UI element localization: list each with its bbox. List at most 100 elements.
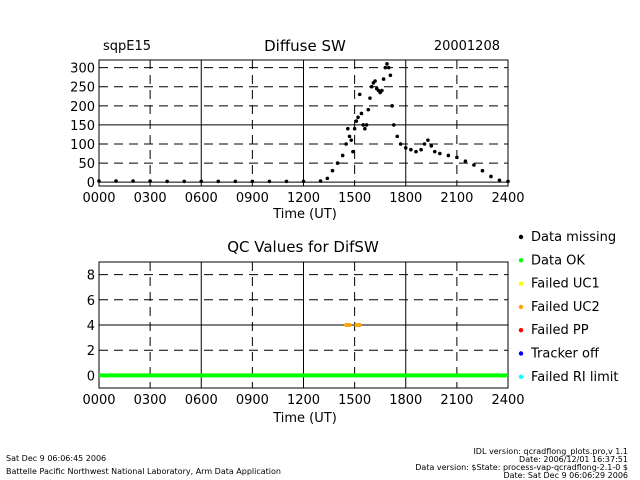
legend-label: Data OK (531, 253, 585, 268)
qc-x-tick-label: 0000 (82, 393, 115, 408)
legend-label: Failed UC1 (531, 277, 600, 292)
top-data-point (325, 176, 330, 181)
qc-x-tick-label: 0900 (236, 393, 269, 408)
top-data-point (383, 65, 388, 70)
legend-marker (518, 351, 524, 356)
qc-plot-grid (98, 261, 509, 389)
legend-label: Data missing (531, 230, 616, 245)
top-y-tick-label: 200 (70, 100, 95, 115)
legend-label: Failed PP (531, 323, 589, 338)
legend-marker (518, 328, 524, 333)
top-x-tick-label: 0900 (236, 191, 269, 206)
top-data-point (250, 179, 255, 184)
top-data-point (398, 142, 403, 146)
qc-x-tick-label: 1800 (389, 393, 422, 408)
top-data-point (330, 168, 335, 173)
footer-data-version: Data version: $State: process-vap-qcradf… (415, 463, 628, 472)
top-data-point (363, 126, 367, 131)
top-x-tick-label: 2100 (440, 191, 473, 206)
top-data-point (489, 174, 493, 179)
legend-marker (518, 234, 524, 240)
top-data-point (354, 119, 359, 123)
qc-y-tick-label: 4 (87, 319, 95, 334)
top-x-tick-label: 0600 (185, 191, 218, 206)
top-data-point (414, 149, 418, 154)
top-data-point (381, 77, 386, 81)
top-data-point (359, 111, 364, 116)
top-data-point (392, 123, 396, 127)
top-data-point (438, 151, 442, 156)
top-data-point (199, 179, 204, 184)
top-data-point (497, 178, 502, 183)
top-data-point (351, 149, 355, 154)
top-data-point (426, 138, 430, 142)
top-data-point (182, 179, 187, 184)
top-x-tick-label: 2400 (491, 191, 524, 206)
qc-data-points (99, 323, 508, 378)
top-data-point (318, 179, 323, 183)
legend: Data missing Data OK Failed UC1 Failed UC2 F… (518, 230, 618, 385)
qc-x-axis-label: Time (UT) (272, 411, 337, 426)
top-y-tick-label: 0 (87, 176, 95, 191)
top-data-point (233, 179, 238, 184)
top-data-point (390, 104, 394, 108)
top-data-point (216, 179, 221, 184)
top-data-point (165, 179, 169, 184)
top-x-tick-label: 0300 (134, 191, 167, 206)
top-data-point (409, 147, 413, 152)
qc-y-tick-label: 8 (87, 269, 95, 284)
top-data-point (369, 84, 374, 89)
top-data-point (386, 65, 391, 70)
qc-y-tick-label: 6 (87, 294, 95, 309)
top-data-point (361, 123, 365, 127)
top-data-point (344, 142, 348, 146)
top-data-point (267, 179, 272, 184)
top-data-point (455, 155, 459, 160)
top-x-tick-label: 1200 (287, 191, 320, 206)
top-data-point (385, 62, 389, 66)
site-label: sqpE15 (103, 39, 151, 54)
top-data-point (347, 134, 352, 139)
qc-x-tick-label: 2100 (440, 393, 473, 408)
legend-marker (518, 281, 524, 286)
qc-data-point (357, 323, 362, 327)
legend-label: Failed UC2 (531, 300, 600, 315)
top-data-point (366, 107, 371, 112)
top-x-tick-label: 1800 (389, 191, 422, 206)
qc-x-tick-label: 1200 (287, 393, 320, 408)
top-y-tick-label: 300 (70, 62, 95, 77)
top-data-point (356, 115, 360, 120)
date-label: 20001208 (434, 39, 500, 54)
chart-title: Diffuse SW (264, 37, 346, 55)
top-x-axis: 0000 0300 0600 0900 1200 1500 1800 2100 2400 (82, 191, 524, 206)
top-data-point (284, 179, 289, 184)
top-y-tick-label: 100 (70, 138, 95, 153)
qc-chart-title: QC Values for DifSW (227, 238, 379, 256)
top-data-point (373, 79, 377, 83)
top-data-point (349, 138, 354, 142)
top-data-point (131, 179, 135, 183)
top-data-point (340, 153, 345, 158)
top-y-axis: 0 50 100 150 200 250 300 (70, 62, 95, 192)
qc-x-tick-label: 2400 (491, 393, 524, 408)
top-y-tick-label: 150 (70, 119, 95, 134)
legend-label: Tracker off (530, 347, 600, 362)
top-data-point (395, 134, 400, 139)
top-x-tick-label: 1500 (338, 191, 371, 206)
top-data-point (114, 179, 118, 183)
top-data-point (357, 92, 362, 97)
footer-lab: Battelle Pacific Northwest National Labo… (6, 467, 281, 476)
qc-x-tick-label: 0600 (185, 393, 218, 408)
top-data-point (419, 147, 423, 152)
top-data-point (422, 142, 427, 146)
top-y-tick-label: 250 (70, 81, 95, 96)
footer-date-2: Date: Sat Dec 9 06:06:29 2006 (503, 471, 628, 480)
legend-marker (518, 258, 524, 263)
footer-timestamp: Sat Dec 9 06:06:45 2006 (6, 454, 106, 463)
qc-y-tick-label: 0 (87, 369, 95, 384)
top-data-point (480, 168, 485, 173)
top-data-point (364, 123, 369, 127)
top-data-point (506, 179, 510, 184)
top-data-point (446, 153, 451, 158)
top-data-point (472, 163, 476, 167)
